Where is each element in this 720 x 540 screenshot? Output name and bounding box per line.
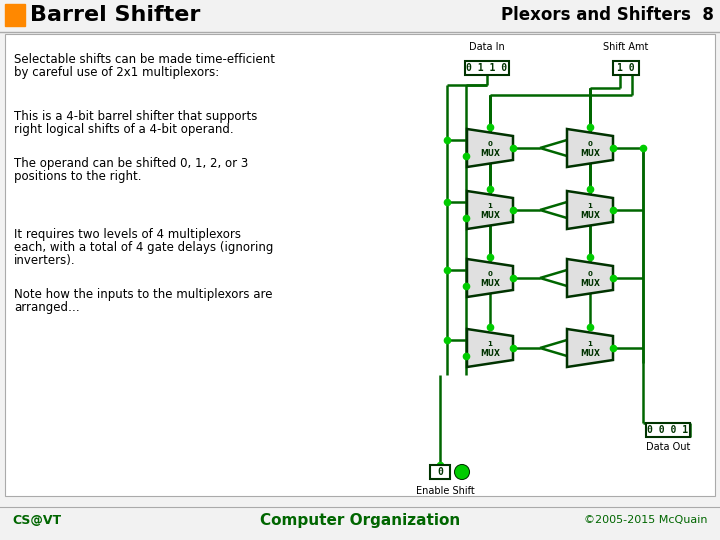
Text: 0 1 1 0: 0 1 1 0 — [467, 63, 508, 73]
Text: CS@VT: CS@VT — [12, 514, 61, 526]
Bar — [646, 423, 690, 437]
Text: Enable Shift: Enable Shift — [415, 486, 474, 496]
Bar — [5, 34, 715, 496]
Text: 0: 0 — [487, 141, 492, 147]
Text: The operand can be shifted 0, 1, 2, or 3: The operand can be shifted 0, 1, 2, or 3 — [14, 157, 248, 170]
Text: 1: 1 — [487, 341, 492, 347]
Text: MUX: MUX — [480, 280, 500, 288]
Text: MUX: MUX — [580, 150, 600, 159]
Text: ©2005-2015 McQuain: ©2005-2015 McQuain — [585, 515, 708, 525]
Text: 0: 0 — [588, 141, 593, 147]
Text: Shift Amt: Shift Amt — [603, 42, 649, 52]
Text: Barrel Shifter: Barrel Shifter — [30, 5, 200, 25]
Text: Data In: Data In — [469, 42, 505, 52]
Polygon shape — [467, 329, 513, 367]
Text: MUX: MUX — [480, 212, 500, 220]
Text: MUX: MUX — [480, 150, 500, 159]
Circle shape — [455, 465, 469, 479]
Polygon shape — [567, 191, 613, 229]
Text: MUX: MUX — [580, 280, 600, 288]
Text: 1 0: 1 0 — [617, 63, 635, 73]
Text: 1: 1 — [588, 203, 593, 209]
Text: by careful use of 2x1 multiplexors:: by careful use of 2x1 multiplexors: — [14, 66, 220, 79]
Text: MUX: MUX — [480, 349, 500, 359]
Bar — [465, 61, 509, 75]
Text: right logical shifts of a 4-bit operand.: right logical shifts of a 4-bit operand. — [14, 123, 233, 136]
Text: Plexors and Shifters  8: Plexors and Shifters 8 — [501, 6, 714, 24]
Text: each, with a total of 4 gate delays (ignoring: each, with a total of 4 gate delays (ign… — [14, 241, 274, 254]
Polygon shape — [567, 259, 613, 297]
Text: Note how the inputs to the multiplexors are: Note how the inputs to the multiplexors … — [14, 288, 272, 301]
Text: 0: 0 — [437, 467, 443, 477]
Text: 0 0 0 1: 0 0 0 1 — [647, 425, 688, 435]
Text: MUX: MUX — [580, 212, 600, 220]
Text: MUX: MUX — [580, 349, 600, 359]
Bar — [430, 465, 450, 479]
Text: Computer Organization: Computer Organization — [260, 512, 460, 528]
Polygon shape — [567, 129, 613, 167]
Text: It requires two levels of 4 multiplexors: It requires two levels of 4 multiplexors — [14, 228, 241, 241]
Text: This is a 4-bit barrel shifter that supports: This is a 4-bit barrel shifter that supp… — [14, 110, 257, 123]
Text: 0: 0 — [588, 271, 593, 277]
Polygon shape — [467, 191, 513, 229]
Bar — [613, 61, 639, 75]
Polygon shape — [467, 259, 513, 297]
Text: positions to the right.: positions to the right. — [14, 170, 142, 183]
Text: inverters).: inverters). — [14, 254, 76, 267]
Polygon shape — [567, 329, 613, 367]
Text: Data Out: Data Out — [646, 442, 690, 452]
Text: Selectable shifts can be made time-efficient: Selectable shifts can be made time-effic… — [14, 53, 275, 66]
Text: arranged…: arranged… — [14, 301, 80, 314]
Text: 0: 0 — [487, 271, 492, 277]
Polygon shape — [467, 129, 513, 167]
Bar — [5, 4, 25, 26]
Text: 1: 1 — [588, 341, 593, 347]
Text: 1: 1 — [487, 203, 492, 209]
